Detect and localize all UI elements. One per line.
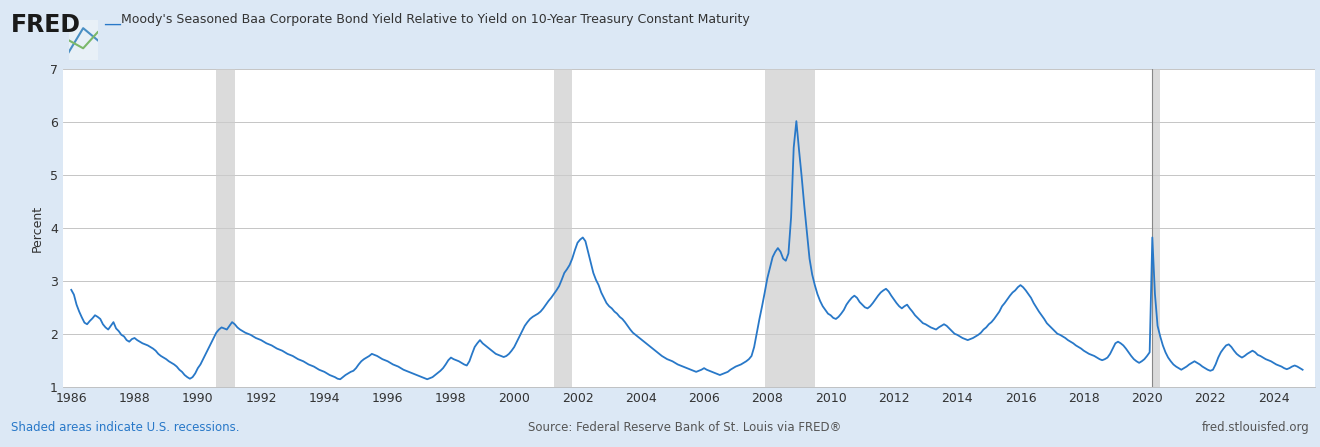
Bar: [764, 69, 814, 387]
Bar: [1152, 69, 1160, 387]
Bar: [554, 69, 573, 387]
Text: fred.stlouisfed.org: fred.stlouisfed.org: [1201, 421, 1309, 434]
Text: —: —: [103, 14, 121, 32]
Y-axis label: Percent: Percent: [32, 204, 45, 252]
Text: Moody's Seasoned Baa Corporate Bond Yield Relative to Yield on 10-Year Treasury : Moody's Seasoned Baa Corporate Bond Yiel…: [121, 13, 750, 26]
Text: Source: Federal Reserve Bank of St. Louis via FRED®: Source: Federal Reserve Bank of St. Loui…: [528, 421, 841, 434]
Bar: [216, 69, 235, 387]
Text: Shaded areas indicate U.S. recessions.: Shaded areas indicate U.S. recessions.: [11, 421, 239, 434]
Text: FRED: FRED: [11, 13, 81, 38]
